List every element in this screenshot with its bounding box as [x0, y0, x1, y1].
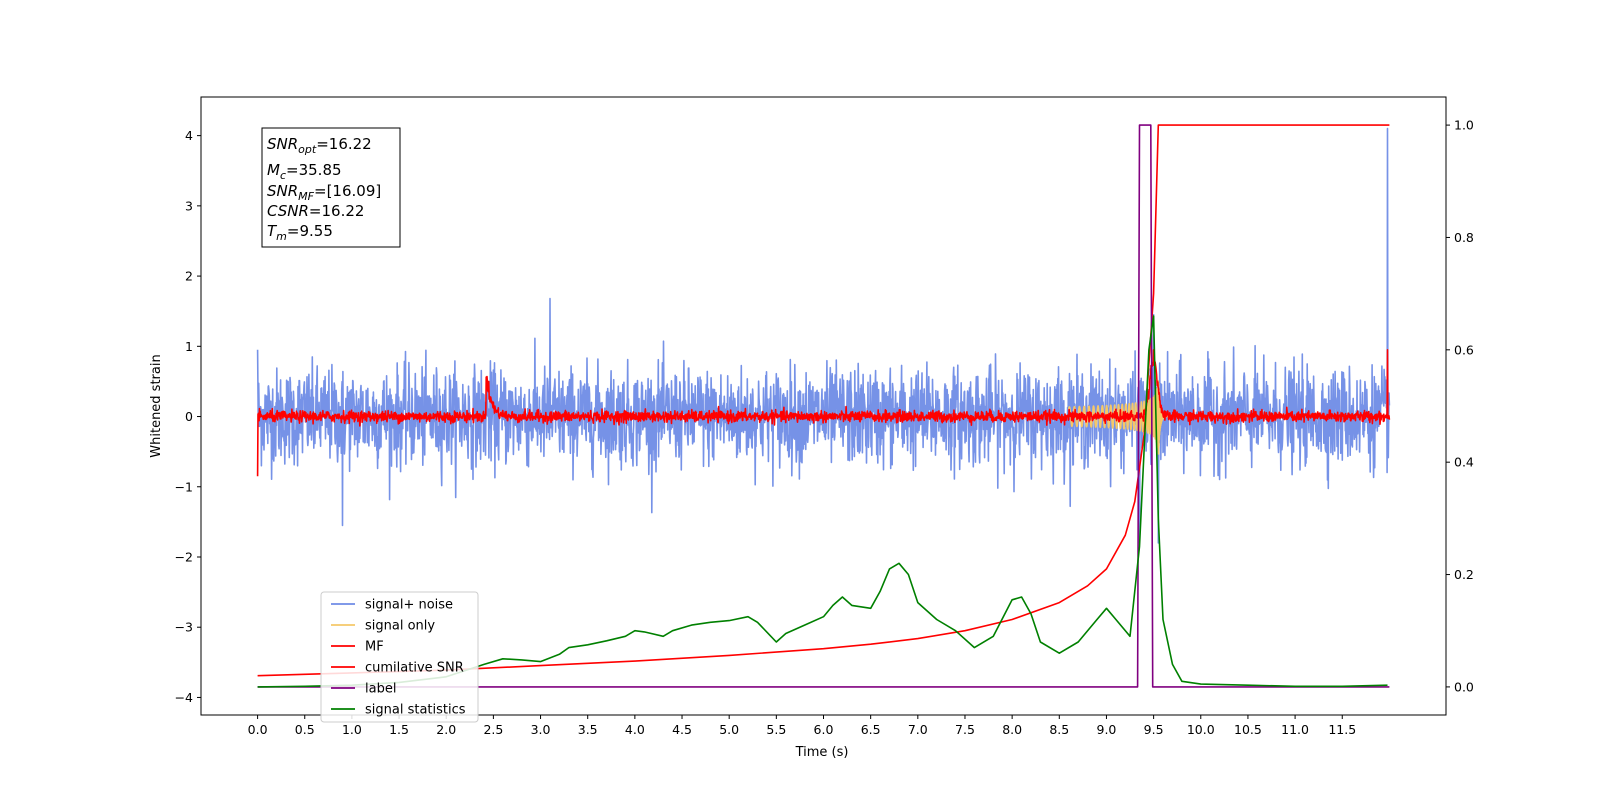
tm-sub: m	[276, 230, 287, 243]
legend: signal+ noise signal only MF cumilative SNR…	[320, 591, 479, 723]
x-tick-label: 9.5	[1144, 722, 1164, 737]
x-tick-label: 5.5	[766, 722, 786, 737]
mc-value: =35.85	[286, 161, 342, 179]
x-tick-label: 6.5	[861, 722, 881, 737]
mc-main: M	[267, 161, 280, 179]
csnr-value: =16.22	[309, 202, 365, 220]
y-tick-label: −1	[175, 479, 193, 494]
tm-main: T	[267, 222, 278, 240]
legend-label-series-label: label	[365, 682, 396, 697]
snr-opt-text: SNRopt=16.22	[267, 135, 372, 156]
x-axis-label: Time (s)	[795, 745, 849, 760]
snr-mf-value: =[16.09]	[314, 182, 381, 200]
y-tick-label: 3	[185, 198, 193, 213]
x-tick-label: 7.0	[908, 722, 928, 737]
y2-tick-label: 0.4	[1454, 455, 1474, 470]
x-tick-label: 10.0	[1187, 722, 1215, 737]
x-tick-label: 5.0	[719, 722, 739, 737]
csnr-main: CSNR	[267, 202, 309, 220]
x-tick-label: 10.5	[1234, 722, 1262, 737]
x-tick-label: 2.5	[483, 722, 503, 737]
y2-tick-label: 0.2	[1454, 567, 1474, 582]
annotation-frame	[261, 127, 401, 248]
snr-opt-sub: opt	[298, 143, 317, 156]
x-tick-label: 11.5	[1328, 722, 1356, 737]
x-tick-label: 0.0	[248, 722, 268, 737]
y-tick-label: −4	[175, 690, 193, 705]
y2-tick-label: 1.0	[1454, 118, 1474, 133]
y2-tick-label: 0.8	[1454, 230, 1474, 245]
legend-label-series-signal-only: signal only	[365, 619, 435, 634]
y-tick-label: 0	[185, 409, 193, 424]
y-axis-right: 0.0 0.2 0.4 0.6 0.8 1.0	[1446, 118, 1474, 694]
y-tick-label: −2	[175, 549, 193, 564]
snr-mf-text: SNRMF=[16.09]	[267, 182, 381, 203]
x-axis: 0.0 0.5 1.0 1.5 2.0 2.5 3.0 3.5 4.0 4.5 5.0 5.5 6.0 6…	[248, 715, 1356, 737]
tm-text: Tm=9.55	[267, 222, 333, 243]
mc-sub: c	[280, 169, 286, 182]
x-tick-label: 7.5	[955, 722, 975, 737]
series-cumulative-snr	[257, 124, 1390, 677]
x-tick-label: 9.0	[1097, 722, 1117, 737]
y-tick-label: 2	[185, 269, 193, 284]
y-tick-label: −3	[175, 620, 193, 635]
x-tick-label: 1.0	[342, 722, 362, 737]
series-signal-statistics	[257, 315, 1388, 688]
x-tick-label: 6.0	[814, 722, 834, 737]
legend-label-series-signal-statistics: signal statistics	[365, 703, 466, 718]
x-tick-label: 1.5	[389, 722, 409, 737]
snr-mf-sub: MF	[298, 190, 314, 203]
stats-annotation-box: SNRopt=16.22 Mc=35.85 SNRMF=[16.09] CSNR…	[261, 127, 401, 248]
series-mf	[256, 349, 1391, 477]
snr-opt-main: SNR	[267, 135, 298, 153]
y2-tick-label: 0.6	[1454, 342, 1474, 357]
series-label	[257, 124, 1390, 688]
y-axis-label: Whitened strain	[149, 354, 164, 457]
y-axis-left: −4 −3 −2 −1 0 1 2 3 4	[175, 128, 201, 705]
x-tick-label: 8.0	[1002, 722, 1022, 737]
y2-tick-label: 0.0	[1454, 679, 1474, 694]
mc-text: Mc=35.85	[267, 161, 342, 182]
legend-label-series-mf: MF	[365, 640, 384, 655]
y-tick-label: 4	[185, 128, 193, 143]
x-tick-label: 2.0	[436, 722, 456, 737]
legend-label-series-signal-noise: signal+ noise	[365, 598, 453, 613]
csnr-text: CSNR=16.22	[267, 202, 364, 220]
x-tick-label: 3.5	[578, 722, 598, 737]
x-tick-label: 4.0	[625, 722, 645, 737]
legend-label-series-cumulative-snr: cumilative SNR	[365, 661, 464, 676]
plot-area	[256, 124, 1391, 688]
x-tick-label: 3.0	[531, 722, 551, 737]
snr-opt-value: =16.22	[316, 135, 372, 153]
x-tick-label: 4.5	[672, 722, 692, 737]
x-tick-label: 8.5	[1049, 722, 1069, 737]
tm-value: =9.55	[287, 222, 333, 240]
snr-mf-main: SNR	[267, 182, 298, 200]
legend-frame	[320, 591, 479, 723]
x-tick-label: 11.0	[1281, 722, 1309, 737]
x-tick-label: 0.5	[295, 722, 315, 737]
y-tick-label: 1	[185, 339, 193, 354]
